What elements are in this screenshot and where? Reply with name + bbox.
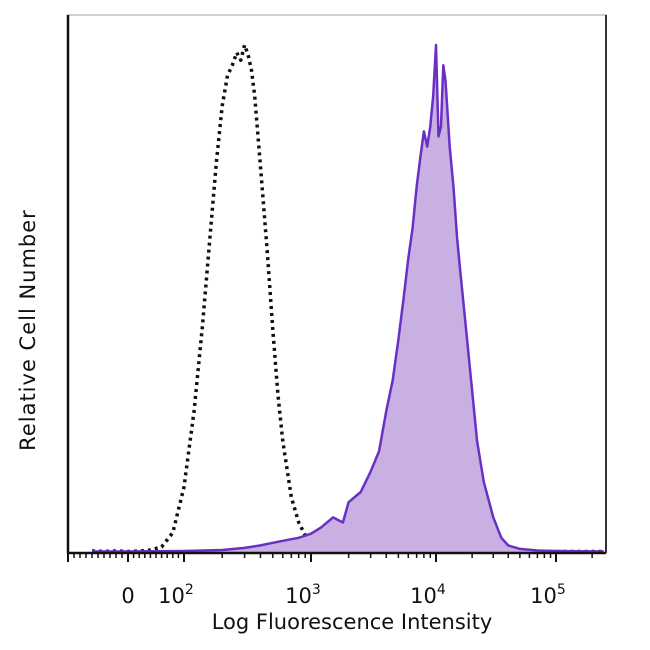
x-tick-label: 104 [410, 582, 446, 608]
series-fill-1 [92, 45, 604, 553]
x-tick-label: 102 [158, 582, 194, 608]
x-tick-labels: 0 102 103 104 105 [121, 582, 566, 608]
y-axis-title: Relative Cell Number [16, 209, 40, 451]
control-histogram-line [91, 43, 604, 554]
x-axis-title: Log Fluorescence Intensity [212, 610, 493, 634]
stained-histogram-line [92, 43, 604, 553]
x-tick-label: 0 [121, 584, 134, 608]
x-ticks [67, 553, 593, 562]
plot-frame [67, 14, 607, 554]
x-tick-label: 105 [530, 582, 566, 608]
series-layer [91, 43, 604, 554]
x-tick-label: 103 [285, 582, 321, 608]
